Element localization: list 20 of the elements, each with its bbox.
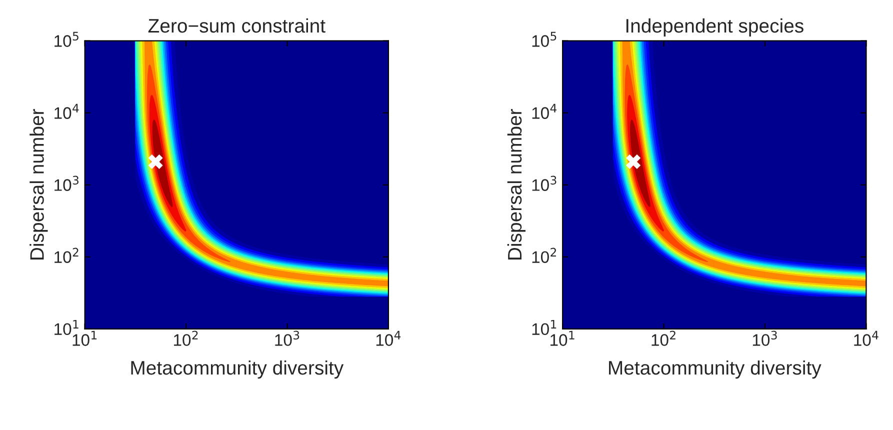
chart-title: Zero−sum constraint — [148, 18, 326, 33]
y-axis-title: Dispersal number — [507, 109, 526, 260]
x-tick-label: 10$^{3}$ — [752, 330, 777, 346]
x-tick-label: 10$^{2}$ — [174, 330, 198, 346]
chart-title: Independent species — [626, 18, 804, 37]
y-tick-label: 10$^{3}$ — [54, 176, 78, 191]
y-tick-label: 10$^{4}$ — [54, 104, 79, 119]
x-tick-label: 10$^{4}$ — [854, 330, 878, 346]
y-tick-label: 10$^{5}$ — [54, 32, 78, 47]
x-axis-title: Metacommunity diversity — [609, 360, 822, 379]
x-tick-label: 10$^{4}$ — [376, 330, 401, 346]
y-tick-label: 10$^{5}$ — [532, 32, 556, 47]
x-tick-label: 10$^{2}$ — [652, 330, 676, 346]
y-tick-label: 10$^{3}$ — [532, 176, 556, 191]
y-axis-title: Dispersal number — [30, 109, 48, 260]
y-tick-label: 10$^{2}$ — [532, 248, 556, 263]
y-tick-label: 10$^{4}$ — [532, 104, 557, 119]
y-tick-label: 10$^{2}$ — [54, 248, 78, 263]
x-tick-label: 10$^{3}$ — [275, 330, 300, 346]
x-axis-title: Metacommunity diversity — [131, 360, 344, 379]
